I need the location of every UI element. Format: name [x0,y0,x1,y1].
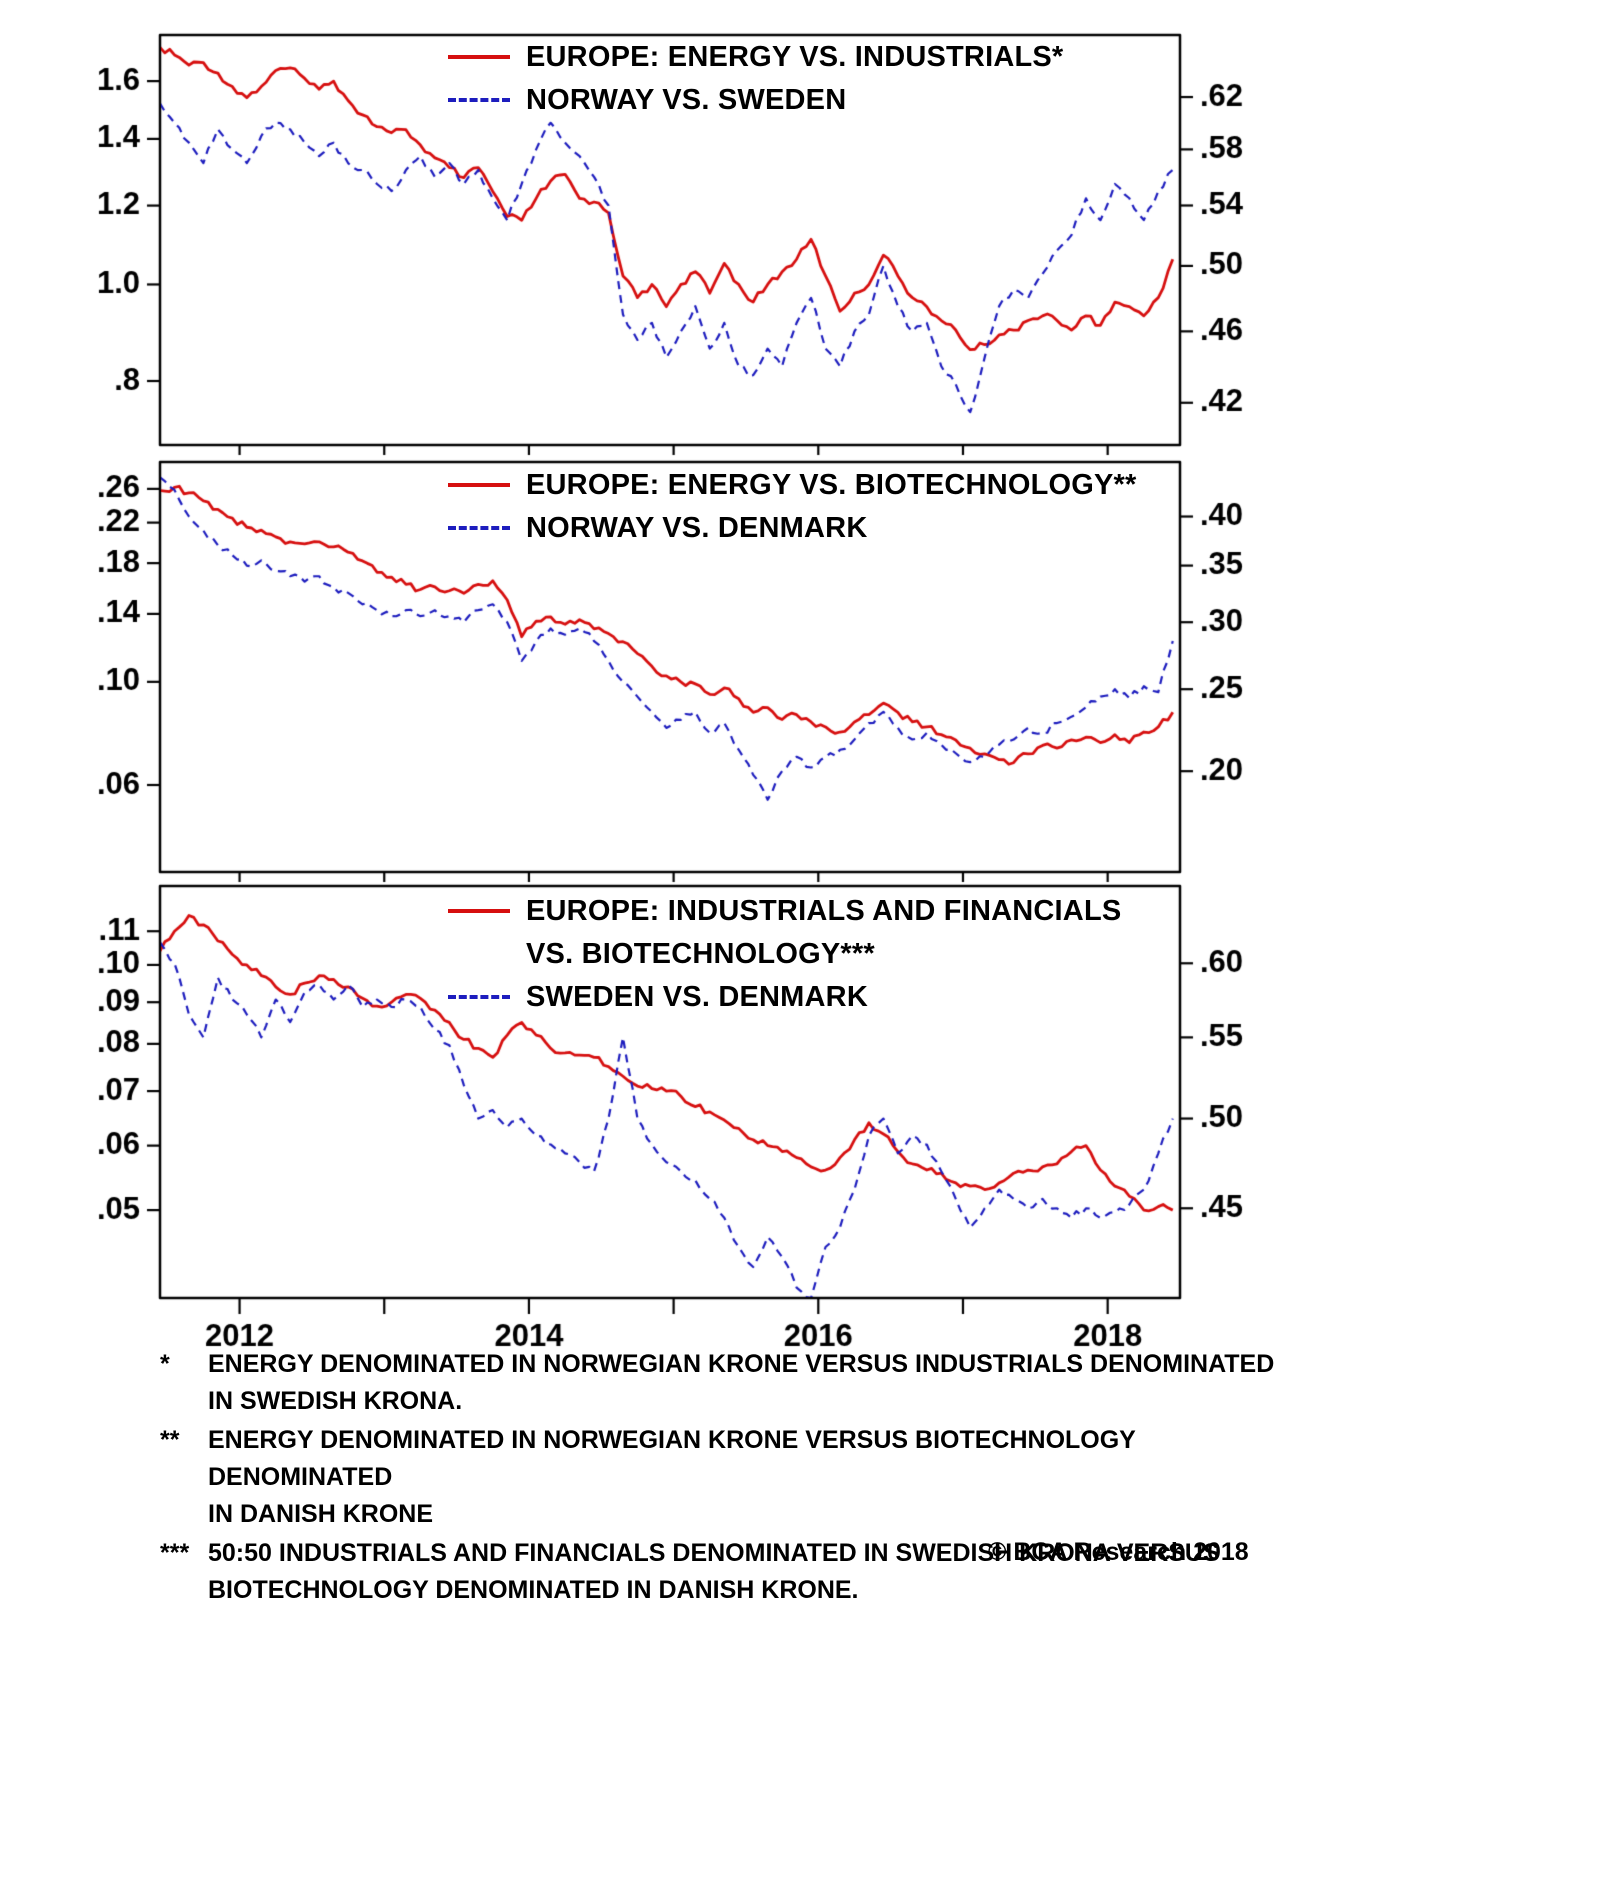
blue-dashed-line-sample [448,995,510,999]
footnote-marker: * [160,1350,170,1378]
legend-panel-2: EUROPE: ENERGY VS. BIOTECHNOLOGY** NORWA… [448,468,1137,545]
legend-label-norway-vs-sweden: NORWAY VS. SWEDEN [526,83,847,116]
legend-row: EUROPE: ENERGY VS. INDUSTRIALS* [448,40,1063,74]
footnote-text-line: IN DANISH KRONE [208,1500,434,1528]
legend-row: NORWAY VS. SWEDEN [448,83,1063,117]
legend-row: EUROPE: INDUSTRIALS AND FINANCIALS [448,894,1121,928]
footnote-text-line: IN SWEDISH KRONA. [208,1387,463,1415]
footnotes: * ENERGY DENOMINATED IN NORWEGIAN KRONE … [160,1346,1280,1611]
red-solid-line-sample [448,483,510,487]
legend-row: EUROPE: ENERGY VS. BIOTECHNOLOGY** [448,468,1137,502]
legend-row: SWEDEN VS. DENMARK [448,980,1121,1014]
copyright-text: © BCA Research 2018 [988,1538,1249,1566]
legend-label-industrials-financials: EUROPE: INDUSTRIALS AND FINANCIALS [526,894,1122,927]
legend-label-vs-biotechnology: VS. BIOTECHNOLOGY*** [526,937,875,970]
legend-label-energy-vs-industrials: EUROPE: ENERGY VS. INDUSTRIALS* [526,40,1064,73]
legend-panel-1: EUROPE: ENERGY VS. INDUSTRIALS* NORWAY V… [448,40,1063,117]
footnote-marker: ** [160,1426,180,1454]
legend-panel-3: EUROPE: INDUSTRIALS AND FINANCIALS VS. B… [448,894,1121,1014]
footnote-text-line: 50:50 INDUSTRIALS AND FINANCIALS DENOMIN… [208,1539,1220,1567]
footnote-text-line: BIOTECHNOLOGY DENOMINATED IN DANISH KRON… [208,1576,859,1604]
red-solid-line-sample [448,55,510,59]
legend-row: VS. BIOTECHNOLOGY*** [448,937,1121,971]
footnote-3: *** 50:50 INDUSTRIALS AND FINANCIALS DEN… [160,1535,1280,1609]
footnote-2: ** ENERGY DENOMINATED IN NORWEGIAN KRONE… [160,1422,1280,1533]
legend-label-sweden-vs-denmark: SWEDEN VS. DENMARK [526,980,868,1013]
footnote-text-line: ENERGY DENOMINATED IN NORWEGIAN KRONE VE… [208,1426,1136,1491]
footnote-text-line: ENERGY DENOMINATED IN NORWEGIAN KRONE VE… [208,1350,1275,1378]
footnote-marker: *** [160,1539,190,1567]
blue-dashed-line-sample [448,98,510,102]
legend-label-norway-vs-denmark: NORWAY VS. DENMARK [526,511,868,544]
legend-row: NORWAY VS. DENMARK [448,511,1137,545]
blue-dashed-line-sample [448,526,510,530]
footnote-1: * ENERGY DENOMINATED IN NORWEGIAN KRONE … [160,1346,1280,1420]
legend-label-energy-vs-biotechnology: EUROPE: ENERGY VS. BIOTECHNOLOGY** [526,468,1137,501]
red-solid-line-sample [448,909,510,913]
